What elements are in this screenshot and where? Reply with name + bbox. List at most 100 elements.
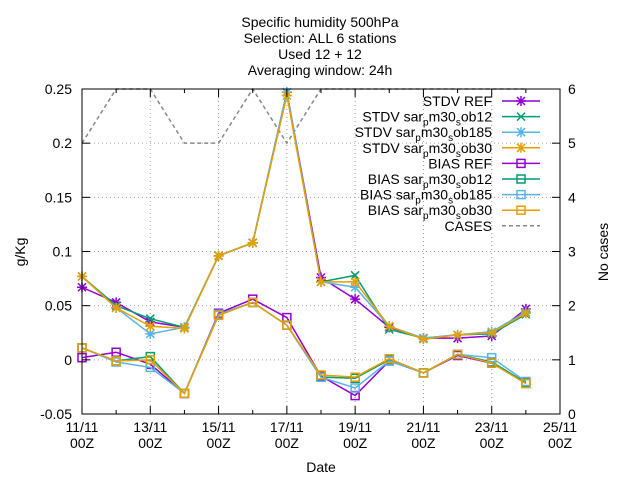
y2-tick-label: 3 [568, 244, 576, 260]
y-axis-ticks: -0.05 0 0.05 0.1 0.15 0.2 0.25 [40, 81, 90, 422]
data-point [520, 308, 531, 319]
x-tick-label-hour: 00Z [548, 435, 573, 451]
y2-tick-label: 2 [568, 298, 576, 314]
data-point [111, 302, 122, 313]
data-point [486, 327, 497, 338]
data-point [521, 378, 531, 389]
data-point [350, 270, 360, 280]
series-line [81, 95, 527, 341]
x-tick-label-hour: 00Z [343, 435, 368, 451]
x-tick-label: 13/11 [133, 419, 167, 435]
legend-marker [516, 189, 526, 200]
x-tick-label: 17/11 [270, 419, 304, 435]
legend-entry: STDV sarpm30sob12 [362, 109, 540, 129]
y-tick-label: -0.05 [40, 406, 72, 422]
y-tick-label: 0.05 [45, 298, 72, 314]
data-point [350, 282, 361, 293]
legend-label: STDV sarpm30sob185 [355, 124, 493, 144]
chart-title: Specific humidity 500hPa Selection: ALL … [241, 14, 398, 78]
data-point [247, 237, 258, 248]
data-point [111, 297, 122, 308]
y-tick-label: 0.15 [45, 189, 72, 205]
x-tick-label: 23/11 [475, 419, 509, 435]
x-tick-label: 19/11 [338, 419, 372, 435]
legend-label: BIAS sarpm30sob12 [368, 171, 492, 191]
title-line-3: Used 12 + 12 [278, 46, 362, 62]
y-axis-label: g/Kg [12, 238, 28, 267]
data-point [350, 294, 361, 305]
y2-tick-label: 1 [568, 352, 576, 368]
legend-marker [516, 158, 526, 169]
legend-entry: BIAS sarpm30sob30 [368, 202, 540, 222]
y-tick-label: 0.25 [45, 81, 72, 97]
series-7 [77, 297, 531, 399]
data-point [145, 321, 156, 332]
series-4 [77, 294, 531, 401]
data-point [350, 383, 360, 393]
data-point [179, 388, 190, 399]
x-tick-label-hour: 00Z [138, 435, 163, 451]
legend-label: BIAS sarpm30sob185 [360, 187, 492, 207]
data-point [452, 349, 463, 360]
title-line-4: Averaging window: 24h [248, 62, 393, 78]
legend-marker [516, 174, 526, 184]
y2-tick-label: 4 [568, 189, 576, 205]
legend-label: BIAS sarpm30sob30 [368, 202, 492, 222]
legend-label: BIAS REF [428, 155, 492, 171]
data-point [282, 320, 292, 330]
data-point [179, 323, 190, 334]
data-point [247, 297, 258, 308]
data-point [418, 368, 429, 378]
data-point [213, 250, 224, 261]
legend-marker [516, 112, 526, 122]
data-point [350, 276, 361, 287]
data-point [418, 334, 429, 345]
x-tick-label-hour: 00Z [70, 435, 95, 451]
data-point [145, 355, 156, 365]
data-point [486, 358, 497, 368]
x-tick-label: 15/11 [202, 419, 236, 435]
y2-tick-label: 5 [568, 135, 576, 151]
title-line-1: Specific humidity 500hPa [241, 14, 398, 30]
data-point [145, 314, 155, 324]
legend-entry: STDV REF [423, 93, 540, 109]
y-tick-label: 0 [64, 352, 72, 368]
data-point [486, 352, 497, 363]
x-axis-ticks: 11/1100Z13/1100Z15/1100Z17/1100Z19/1100Z… [66, 89, 577, 451]
x-tick-label: 21/11 [406, 419, 440, 435]
legend-entry: CASES [445, 218, 540, 234]
data-point [316, 276, 326, 287]
legend-entry: BIAS sarpm30sob185 [360, 187, 540, 207]
legend-marker [516, 142, 526, 153]
x-tick-label-hour: 00Z [411, 435, 436, 451]
x-tick-label-hour: 00Z [480, 435, 505, 451]
x-tick-label-hour: 00Z [275, 435, 300, 451]
legend-marker [516, 127, 526, 138]
series-line [81, 298, 527, 397]
legend-label: STDV sarpm30sob30 [362, 140, 492, 160]
data-point [384, 354, 395, 364]
data-point [350, 372, 360, 382]
x-tick-label: 11/11 [66, 419, 99, 435]
y-tick-label: 0.1 [53, 244, 73, 260]
x-axis-label: Date [306, 459, 336, 475]
legend-marker [516, 205, 526, 215]
data-point [111, 356, 121, 366]
legend-marker [516, 96, 526, 106]
y2-axis-label: No cases [595, 223, 611, 281]
legend-entry: BIAS REF [428, 155, 540, 171]
legend-entry: BIAS sarpm30sob12 [368, 171, 540, 191]
x-tick-label: 25/11 [543, 419, 577, 435]
y-tick-label: 0.2 [53, 135, 73, 151]
legend-label: CASES [445, 218, 492, 234]
legend-label: STDV sarpm30sob12 [362, 109, 492, 129]
y2-axis-ticks: 0 1 2 3 4 5 6 [552, 81, 576, 422]
x-tick-label-hour: 00Z [207, 435, 232, 451]
series-line [81, 301, 527, 395]
legend-entry: STDV sarpm30sob185 [355, 124, 540, 144]
data-point [316, 370, 326, 380]
y2-tick-label: 0 [568, 406, 576, 422]
data-point [213, 310, 224, 321]
